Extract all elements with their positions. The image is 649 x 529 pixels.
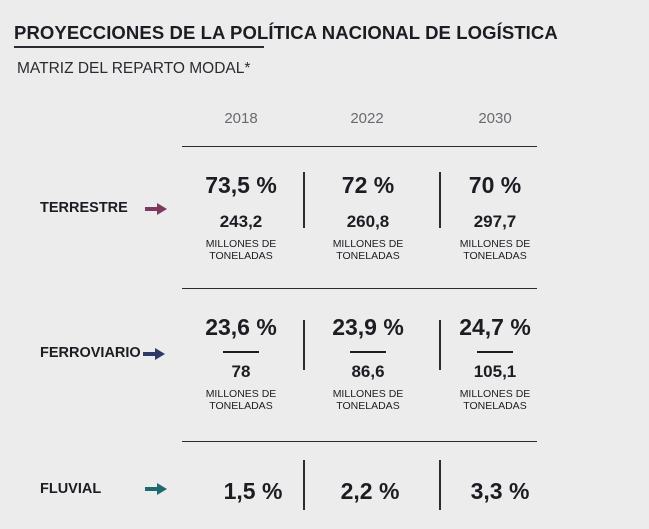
page-title: PROYECCIONES DE LA POLÍTICA NACIONAL DE …	[14, 22, 558, 43]
row-label-fluvial: FLUVIAL	[40, 481, 102, 497]
cell-terrestre-2022: 72 % 260,8 MILLONES DE TONELADAS	[305, 172, 431, 262]
column-divider	[303, 172, 305, 228]
column-divider	[439, 460, 441, 510]
title-underline	[14, 46, 264, 48]
cell-fluvial-2022: 2,2 %	[340, 478, 400, 504]
row-divider-top	[182, 146, 537, 147]
arrow-right-icon	[145, 483, 167, 495]
cell-ferroviario-2018: 23,6 % 78 MILLONES DE TONELADAS	[178, 314, 304, 412]
value-divider	[477, 351, 513, 353]
percentage-value: 73,5 %	[205, 172, 277, 198]
cell-terrestre-2018: 73,5 % 243,2 MILLONES DE TONELADAS	[178, 172, 304, 262]
percentage-value: 23,9 %	[332, 314, 404, 340]
page-subtitle: MATRIZ DEL REPARTO MODAL*	[17, 60, 251, 77]
tonnage-value: 297,7	[473, 212, 517, 231]
year-header-2018: 2018	[224, 110, 258, 127]
percentage-value: 23,6 %	[205, 314, 277, 340]
column-divider	[439, 172, 441, 228]
tonnage-value: 86,6	[351, 362, 385, 381]
row-label-ferroviario: FERROVIARIO	[40, 345, 141, 361]
tonnage-value: 105,1	[473, 362, 517, 381]
year-header-2022: 2022	[350, 110, 384, 127]
percentage-value: 24,7 %	[459, 314, 531, 340]
unit-label: MILLONES DE TONELADAS	[459, 238, 531, 262]
arrow-right-icon	[143, 348, 165, 360]
tonnage-value: 260,8	[346, 212, 390, 231]
cell-fluvial-2018: 1,5 %	[223, 478, 283, 504]
tonnage-value: 243,2	[219, 212, 263, 231]
unit-label: MILLONES DE TONELADAS	[332, 238, 404, 262]
cell-ferroviario-2022: 23,9 % 86,6 MILLONES DE TONELADAS	[305, 314, 431, 412]
cell-ferroviario-2030: 24,7 % 105,1 MILLONES DE TONELADAS	[432, 314, 558, 412]
tonnage-value: 78	[231, 362, 251, 381]
column-divider	[439, 320, 441, 370]
cell-terrestre-2030: 70 % 297,7 MILLONES DE TONELADAS	[432, 172, 558, 262]
value-divider	[350, 351, 386, 353]
arrow-right-icon	[145, 203, 167, 215]
row-divider-middle	[182, 288, 537, 289]
row-label-terrestre: TERRESTRE	[40, 200, 128, 216]
row-divider-bottom	[182, 441, 537, 442]
unit-label: MILLONES DE TONELADAS	[332, 388, 404, 412]
unit-label: MILLONES DE TONELADAS	[205, 238, 277, 262]
column-divider	[303, 460, 305, 510]
unit-label: MILLONES DE TONELADAS	[459, 388, 531, 412]
percentage-value: 70 %	[468, 172, 522, 198]
column-divider	[303, 320, 305, 370]
year-header-2030: 2030	[478, 110, 512, 127]
cell-fluvial-2030: 3,3 %	[470, 478, 530, 504]
percentage-value: 72 %	[341, 172, 395, 198]
unit-label: MILLONES DE TONELADAS	[205, 388, 277, 412]
value-divider	[223, 351, 259, 353]
